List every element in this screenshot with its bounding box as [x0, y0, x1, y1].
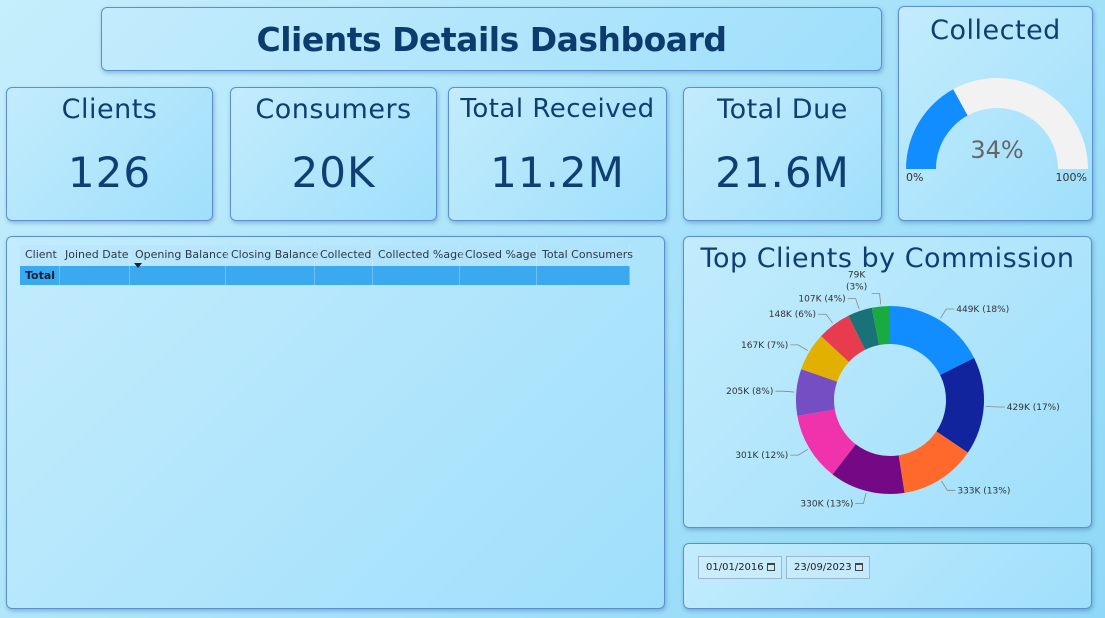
calendar-icon[interactable] [855, 563, 863, 571]
column-header-collected-percent[interactable]: Collected %age [373, 245, 464, 266]
data-label: 79K (3%) [846, 271, 867, 293]
date-range-slicer-card: 01/01/2016 23/09/2023 [683, 543, 1092, 609]
donut-slice[interactable] [871, 306, 890, 346]
data-label: 449K (18%) [956, 305, 1009, 315]
column-header-label: Opening Balance [135, 248, 229, 261]
kpi-card-total-due: Total Due 21.6M [683, 87, 882, 221]
donut-slice[interactable] [796, 369, 838, 416]
leader-line [871, 293, 882, 305]
total-cell [460, 266, 537, 285]
gauge-min-label: 0% [906, 171, 923, 184]
chart-title: Top Clients by Commission [700, 243, 1075, 274]
kpi-card-total-received: Total Received 11.2M [448, 87, 667, 221]
column-header-opening-balance[interactable]: Opening Balance [130, 245, 229, 268]
total-cell [130, 266, 226, 285]
column-header-label: Collected %age [378, 248, 464, 261]
column-header-joined-date[interactable]: Joined Date [60, 245, 130, 266]
top-clients-donut-card[interactable]: Top Clients by Commission 449K (18%) 429K… [683, 236, 1092, 528]
kpi-label: Total Received [460, 94, 655, 124]
kpi-label: Consumers [255, 94, 412, 125]
data-label: 429K (17%) [1007, 403, 1060, 413]
data-label: 330K (13%) [800, 500, 853, 510]
donut-slice[interactable] [797, 409, 856, 475]
total-cell [226, 266, 315, 285]
total-cell [60, 266, 130, 285]
donut-slice[interactable] [890, 306, 975, 375]
table-total-row: Total [20, 266, 630, 285]
sort-descending-icon [134, 263, 142, 268]
total-cell [373, 266, 460, 285]
kpi-value: 21.6M [715, 148, 850, 197]
donut-chart[interactable]: 449K (18%) 429K (17%) 333K (13%) 330K (13%)… [684, 237, 1093, 529]
column-header-label: Closed %age [465, 248, 537, 261]
donut-slice[interactable] [801, 336, 849, 382]
end-date-input[interactable]: 23/09/2023 [786, 556, 870, 579]
kpi-value: 20K [291, 148, 376, 197]
column-header-label: Closing Balance [231, 248, 319, 261]
calendar-icon[interactable] [767, 563, 775, 571]
column-header-label: Joined Date [65, 248, 129, 261]
table-header-row: Client Joined Date Opening Balance Closi… [20, 245, 634, 268]
donut-slice[interactable] [832, 444, 905, 494]
donut-slice[interactable] [898, 431, 968, 493]
data-label: 301K (12%) [735, 451, 788, 461]
leader-line [818, 313, 833, 324]
leader-line [855, 492, 867, 505]
gauge-value-label: 34% [970, 136, 1023, 164]
leader-line [847, 298, 860, 310]
gauge-max-label: 100% [1056, 171, 1087, 184]
end-date-value: 23/09/2023 [794, 562, 852, 573]
kpi-card-clients: Clients 126 [6, 87, 213, 221]
gauge-fill [906, 89, 968, 169]
column-header-client[interactable]: Client [20, 245, 60, 266]
kpi-label: Clients [61, 94, 158, 125]
kpi-value: 11.2M [490, 148, 625, 197]
data-label: 148K (6%) [769, 310, 816, 320]
column-header-label: Total Consumers [542, 248, 634, 261]
donut-slice[interactable] [848, 307, 880, 350]
total-cell [537, 266, 630, 285]
kpi-card-consumers: Consumers 20K [230, 87, 437, 221]
donut-slice[interactable] [936, 357, 984, 453]
leader-line [790, 449, 808, 456]
total-cell [315, 266, 373, 285]
leader-line [790, 344, 808, 351]
client-details-table[interactable]: Client Joined Date Opening Balance Closi… [20, 245, 634, 285]
leader-line [985, 405, 1005, 408]
column-header-label: Collected [320, 248, 372, 261]
start-date-value: 01/01/2016 [706, 562, 764, 573]
donut-slice[interactable] [821, 315, 866, 362]
data-label: 167K (7%) [741, 341, 788, 351]
total-row-label: Total [20, 266, 60, 285]
column-header-label: Client [25, 248, 57, 261]
leader-line [775, 390, 795, 393]
leader-line [941, 480, 956, 491]
leader-line [940, 308, 955, 319]
column-header-collected[interactable]: Collected [315, 245, 373, 266]
column-header-closing-balance[interactable]: Closing Balance [226, 245, 319, 266]
gauge-title: Collected [930, 15, 1061, 46]
kpi-label: Total Due [717, 94, 848, 125]
page-title: Clients Details Dashboard [256, 19, 727, 59]
client-details-table-card[interactable]: Client Joined Date Opening Balance Closi… [6, 236, 665, 609]
data-label: 333K (13%) [957, 486, 1010, 496]
title-card: Clients Details Dashboard [101, 7, 882, 71]
start-date-input[interactable]: 01/01/2016 [698, 556, 782, 579]
column-header-closed-percent[interactable]: Closed %age [460, 245, 537, 266]
column-header-total-consumers[interactable]: Total Consumers [537, 245, 634, 266]
kpi-value: 126 [67, 148, 152, 197]
collected-gauge-card[interactable]: Collected 34% 0% 100% [898, 6, 1093, 221]
gauge-svg: 34% 0% 100% [906, 78, 1088, 184]
data-label: 205K (8%) [726, 387, 773, 397]
data-label: 107K (4%) [798, 295, 845, 305]
